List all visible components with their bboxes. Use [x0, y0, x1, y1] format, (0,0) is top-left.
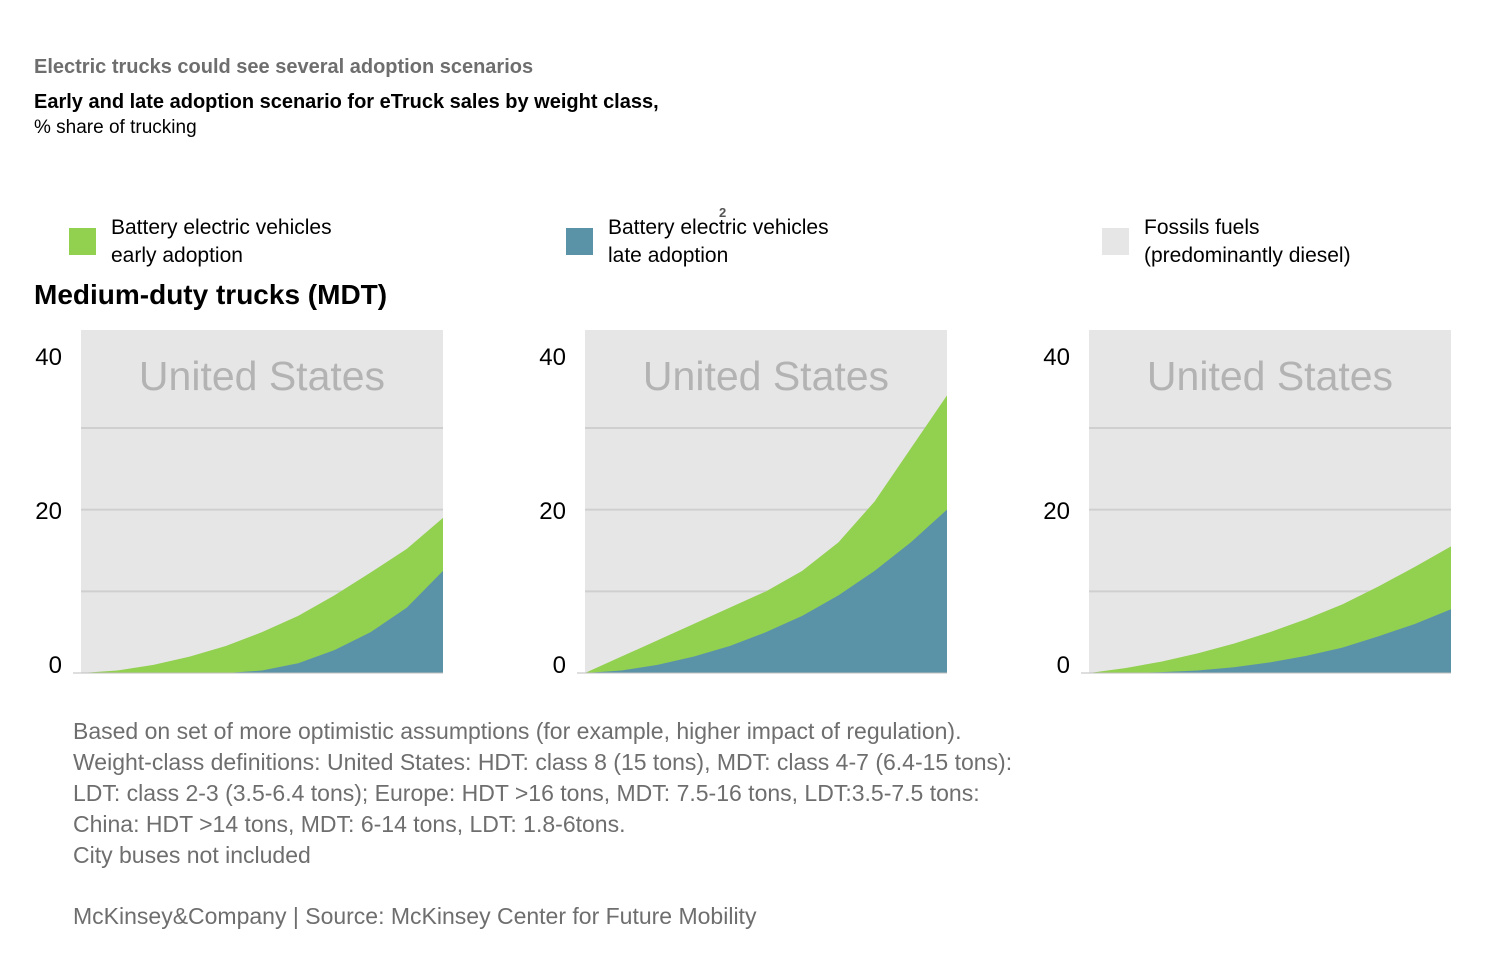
legend-swatch-early	[69, 228, 96, 255]
area-chart-1-svg: 0 20 40 United States	[35, 330, 443, 679]
y-tick-label: 40	[35, 344, 62, 371]
series-area-early-adoption	[1089, 546, 1451, 673]
series-area-late-adoption	[81, 570, 443, 673]
chart-title: Early and late adoption scenario for eTr…	[34, 91, 659, 113]
area-chart-3: 0 20 40 United States	[1008, 320, 1478, 690]
source-line: McKinsey&Company | Source: McKinsey Cent…	[73, 903, 757, 929]
panel-title: United States	[139, 353, 385, 399]
legend-label-fossil: Fossils fuels (predominantly diesel)	[1144, 216, 1351, 267]
chart-supertitle: Electric trucks could see several adopti…	[34, 56, 534, 78]
area-chart-2-svg: 0 20 40 United States	[539, 330, 947, 679]
y-tick-label: 0	[1057, 652, 1070, 679]
y-tick-label: 0	[553, 652, 566, 679]
area-chart-3-svg: 0 20 40 United States	[1043, 330, 1451, 679]
series-area-late-adoption	[585, 509, 947, 673]
series-area-early-adoption	[81, 517, 443, 673]
legend-item-early-adoption: Battery electric vehicles early adoption	[69, 214, 332, 270]
legend-swatch-fossil	[1102, 228, 1129, 255]
legend-item-fossil-fuels: Fossils fuels (predominantly diesel)	[1102, 214, 1351, 270]
series-area-late-adoption	[1089, 609, 1451, 673]
section-title: Medium-duty trucks (MDT)	[34, 279, 388, 310]
area-chart-1: 0 20 40 United States	[0, 320, 470, 690]
y-tick-label: 40	[539, 344, 566, 371]
chart-subtitle: % share of trucking	[34, 117, 197, 138]
y-tick-label: 20	[35, 498, 62, 525]
y-tick-label: 0	[49, 652, 62, 679]
area-chart-2: 0 20 40 United States	[504, 320, 974, 690]
y-tick-label: 20	[1043, 498, 1070, 525]
footnotes: Based on set of more optimistic assumpti…	[73, 718, 1013, 868]
panel-title: United States	[643, 353, 889, 399]
legend-label-late: Battery electric vehicles late adoption	[608, 216, 829, 267]
y-tick-label: 40	[1043, 344, 1070, 371]
footnote-mark: 2	[719, 205, 727, 220]
legend-swatch-late	[566, 228, 593, 255]
legend-label-early: Battery electric vehicles early adoption	[111, 216, 332, 267]
panel-title: United States	[1147, 353, 1393, 399]
legend-item-late-adoption: Battery electric vehicles late adoption	[566, 214, 829, 270]
y-tick-label: 20	[539, 498, 566, 525]
